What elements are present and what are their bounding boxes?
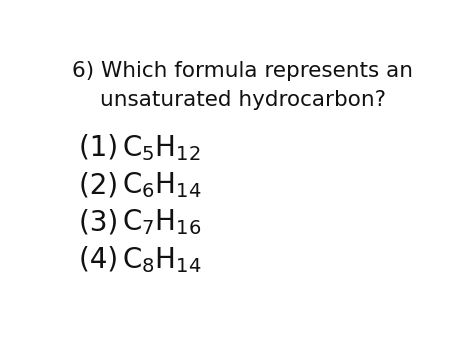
- Text: (4): (4): [80, 246, 128, 274]
- Text: (3): (3): [80, 208, 128, 236]
- Text: (1): (1): [80, 134, 128, 162]
- Text: 6) Which formula represents an: 6) Which formula represents an: [73, 61, 413, 81]
- Text: $\mathsf{C_{6}H_{14}}$: $\mathsf{C_{6}H_{14}}$: [122, 170, 201, 200]
- Text: $\mathsf{C_{5}H_{12}}$: $\mathsf{C_{5}H_{12}}$: [122, 133, 201, 163]
- Text: $\mathsf{C_{8}H_{14}}$: $\mathsf{C_{8}H_{14}}$: [122, 245, 201, 274]
- Text: unsaturated hydrocarbon?: unsaturated hydrocarbon?: [100, 90, 386, 110]
- Text: $\mathsf{C_{7}H_{16}}$: $\mathsf{C_{7}H_{16}}$: [122, 208, 201, 237]
- Text: (2): (2): [80, 171, 128, 199]
